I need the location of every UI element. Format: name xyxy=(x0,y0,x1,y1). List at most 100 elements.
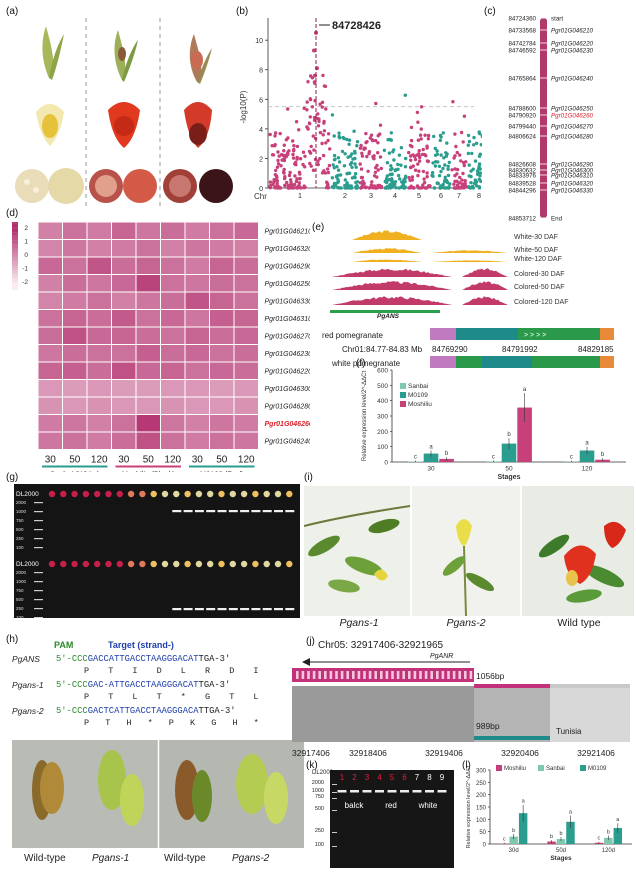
snp-point xyxy=(279,132,282,135)
snp-point xyxy=(468,174,471,177)
heatmap-cell xyxy=(38,222,63,240)
heatmap-col-label: 120 xyxy=(91,455,108,466)
heatmap-row-label: Pgr01G046270.1 xyxy=(265,333,311,340)
snp-point xyxy=(439,135,442,138)
snp-point xyxy=(355,166,358,169)
snp-point xyxy=(468,163,471,166)
snp-point xyxy=(320,142,323,145)
sample-fruit xyxy=(151,561,157,567)
heatmap-cell xyxy=(234,327,259,345)
snp-point xyxy=(317,163,320,166)
snp-point xyxy=(365,185,368,188)
snp-point xyxy=(272,178,275,181)
heatmap-cell xyxy=(136,415,161,433)
snp-point xyxy=(371,138,374,141)
snp-point xyxy=(285,181,288,184)
alignment-block xyxy=(292,686,474,742)
gene-label: Pgr01G046270 xyxy=(551,124,594,131)
exon-stripe xyxy=(318,671,321,679)
x-axis-label: Chr xyxy=(254,192,267,201)
chrom-label: 2 xyxy=(343,191,347,200)
flank-top xyxy=(550,684,630,688)
snp-point xyxy=(463,164,466,167)
snp-point xyxy=(341,136,344,139)
snp-point xyxy=(324,141,327,144)
heatmap-cell xyxy=(87,222,112,240)
ladder-size: 2000 xyxy=(16,570,27,575)
sample-fruit xyxy=(60,561,66,567)
snp-point xyxy=(359,162,362,165)
snp-point xyxy=(359,186,362,189)
significance-letter: b xyxy=(559,831,562,837)
scale-cell xyxy=(12,225,18,227)
sample-fruit xyxy=(252,561,258,567)
heatmap-cell xyxy=(87,345,112,363)
significance-letter: c xyxy=(597,836,600,842)
y-axis-label: Relative expression level/2^-ΔΔCt xyxy=(466,765,472,848)
sample-fruit xyxy=(139,491,145,497)
heatmap-cell xyxy=(234,310,259,328)
heatmap-cell xyxy=(234,240,259,258)
region-label: Chr01:84.77-84.83 Mb xyxy=(342,345,423,354)
snp-point xyxy=(376,186,379,189)
heatmap-cell xyxy=(234,415,259,433)
chrom-5-points xyxy=(407,105,432,190)
snp-point xyxy=(360,167,363,170)
snp-point xyxy=(353,151,356,154)
heatmap-cell xyxy=(63,432,88,450)
snp-point xyxy=(456,151,459,154)
snp-point xyxy=(365,140,368,143)
dna-band xyxy=(425,790,434,793)
snp-point xyxy=(364,132,367,135)
y-tick-label: 0 xyxy=(483,843,487,849)
heatmap-cell xyxy=(38,380,63,398)
snp-point xyxy=(474,178,477,181)
snp-point xyxy=(461,172,464,175)
significance-letter: a xyxy=(429,445,433,451)
gene-label: Pgr01G046230 xyxy=(551,48,594,55)
gene-label: Pgr01G046260 xyxy=(551,113,594,120)
heatmap-cell xyxy=(112,397,137,415)
snp-point xyxy=(298,181,301,184)
legend-label: Moshiliu xyxy=(408,401,432,408)
scale-cell xyxy=(12,254,18,256)
snp-point xyxy=(298,177,301,180)
exon-stripe xyxy=(397,671,400,679)
heatmap-cell xyxy=(38,310,63,328)
heatmap-cell xyxy=(38,257,63,275)
heatmap-cell xyxy=(112,380,137,398)
snp-point xyxy=(420,137,423,140)
sample-fruit xyxy=(49,561,55,567)
x-tick-label: 50 xyxy=(505,466,513,473)
position-label: 84765864 xyxy=(508,76,536,83)
snp-point xyxy=(469,169,472,172)
snp-point xyxy=(337,156,340,159)
coverage-track xyxy=(462,296,508,305)
snp-point xyxy=(345,138,348,141)
heatmap-cell xyxy=(63,362,88,380)
heatmap-row-label: Pgr01G046210.1 xyxy=(265,228,311,235)
snp-point xyxy=(383,149,386,152)
heatmap-cell xyxy=(63,310,88,328)
snp-point xyxy=(416,121,419,124)
heatmap-col-label: 30 xyxy=(118,455,130,466)
significance-letter: b xyxy=(550,834,553,840)
heatmap-cell xyxy=(38,327,63,345)
snp-point xyxy=(291,139,294,142)
snp-point xyxy=(309,115,312,118)
snp-point xyxy=(337,132,340,135)
heatmap-col-label: 30 xyxy=(45,455,57,466)
snp-point xyxy=(317,124,320,127)
snp-point xyxy=(438,165,441,168)
peak-label: 84728426 xyxy=(332,20,381,32)
heatmap-cell xyxy=(112,432,137,450)
chrom-6-points xyxy=(430,131,451,189)
heatmap-cell xyxy=(87,415,112,433)
x-tick-label: 120d xyxy=(602,848,615,854)
snp-point xyxy=(379,155,382,158)
snp-point xyxy=(306,100,309,103)
significance-letter: a xyxy=(616,817,620,823)
snp-point xyxy=(402,183,405,186)
sample-fruit xyxy=(128,561,134,567)
snp-point xyxy=(390,184,393,187)
